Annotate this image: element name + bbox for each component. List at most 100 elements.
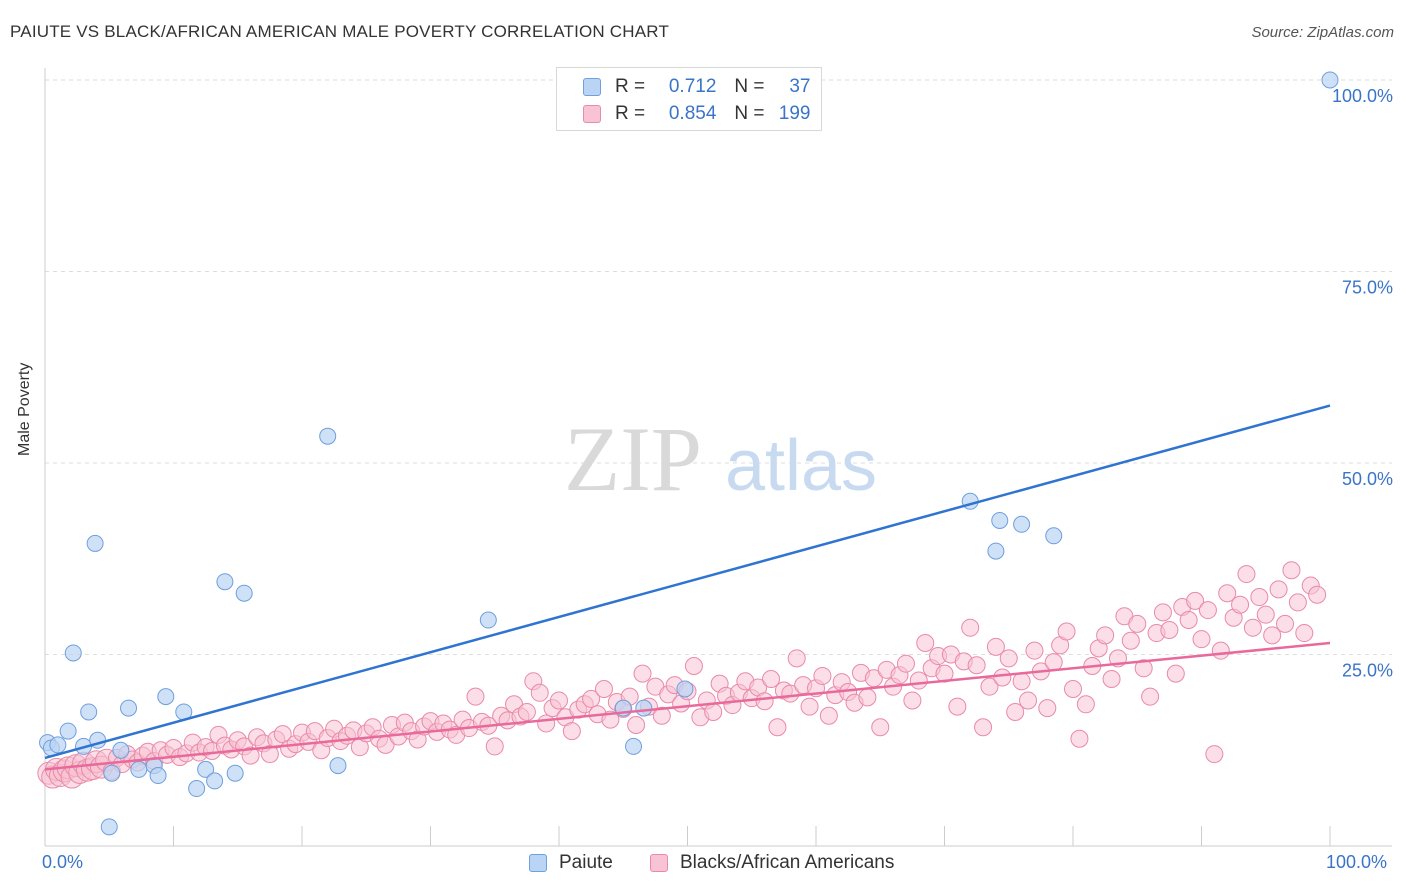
legend-r-value: 0.854	[668, 103, 717, 124]
data-point-paiute	[149, 767, 167, 785]
data-point-blacks	[999, 649, 1018, 668]
data-point-blacks	[1006, 702, 1025, 721]
y-tick-label: 75.0%	[1342, 278, 1393, 298]
data-point-blacks	[1295, 624, 1314, 643]
data-point-paiute	[64, 644, 82, 662]
data-point-blacks	[1250, 588, 1269, 607]
blacks-swatch	[650, 854, 668, 872]
data-point-blacks	[961, 618, 980, 637]
data-point-blacks	[1019, 691, 1038, 710]
legend-row-paiute: R = 0.712 N = 37	[583, 75, 811, 99]
series-blacks-african-americans	[37, 561, 1327, 789]
data-point-paiute	[329, 757, 347, 775]
data-point-blacks	[800, 697, 819, 716]
data-point-paiute	[1321, 71, 1339, 89]
data-point-blacks	[627, 715, 646, 734]
trend-line-paiute	[44, 404, 1331, 760]
data-point-blacks	[582, 689, 601, 708]
data-point-blacks	[550, 691, 568, 710]
data-point-blacks	[1134, 659, 1153, 678]
data-point-blacks	[1263, 626, 1282, 645]
data-point-blacks	[1205, 745, 1224, 764]
data-point-paiute	[49, 736, 67, 754]
correlation-legend: R = 0.712 N = 37 R = 0.854 N = 199	[556, 67, 822, 131]
data-point-blacks	[909, 671, 928, 690]
data-point-blacks	[1231, 595, 1250, 614]
data-point-paiute	[987, 542, 1005, 560]
data-point-blacks	[871, 718, 890, 737]
data-point-blacks	[633, 664, 652, 683]
data-point-paiute	[1013, 515, 1031, 533]
data-point-blacks	[916, 634, 935, 653]
trend-lines	[44, 404, 1331, 771]
data-point-blacks	[1121, 631, 1140, 650]
data-point-paiute	[120, 699, 138, 717]
data-point-blacks	[652, 706, 671, 725]
legend-n-label: N =	[734, 76, 765, 97]
data-point-blacks	[1288, 593, 1307, 612]
data-point-blacks	[1128, 614, 1147, 633]
axes	[44, 68, 1392, 847]
paiute-swatch	[529, 854, 547, 872]
data-point-blacks	[1218, 584, 1237, 603]
data-point-blacks	[466, 687, 485, 706]
data-point-blacks	[485, 737, 504, 756]
data-point-blacks	[813, 666, 832, 685]
data-point-blacks	[1044, 653, 1063, 672]
legend-n-label: N =	[734, 103, 765, 124]
data-point-blacks	[1211, 641, 1230, 660]
data-point-blacks	[517, 702, 536, 721]
data-point-paiute	[206, 772, 224, 790]
data-point-blacks	[1186, 591, 1205, 610]
data-point-blacks	[704, 702, 723, 721]
data-point-blacks	[1166, 664, 1185, 683]
data-point-paiute	[226, 764, 244, 782]
data-point-blacks	[986, 637, 1005, 656]
source-label: Source: ZipAtlas.com	[1251, 24, 1394, 41]
data-point-blacks	[974, 718, 993, 737]
data-point-blacks	[1179, 611, 1198, 630]
data-point-paiute	[59, 722, 77, 740]
data-point-paiute	[188, 780, 206, 798]
x-tick-label-min: 0.0%	[42, 852, 84, 872]
data-point-blacks	[1269, 580, 1288, 599]
data-point-blacks	[781, 684, 800, 703]
data-point-blacks	[819, 706, 838, 725]
data-point-blacks	[1070, 729, 1089, 748]
data-point-blacks	[1276, 614, 1295, 633]
data-point-paiute	[80, 703, 98, 721]
data-point-blacks	[1256, 605, 1275, 624]
data-point-blacks	[594, 679, 613, 698]
data-point-blacks	[948, 697, 967, 716]
watermark-atlas: atlas	[725, 426, 877, 506]
watermark-zip: ZIP	[564, 408, 702, 510]
legend-r-label: R =	[615, 103, 646, 124]
y-tick-labels: 25.0% 50.0% 75.0% 100.0%	[1332, 86, 1393, 681]
data-point-paiute	[86, 534, 104, 552]
data-point-blacks	[684, 656, 703, 675]
legend-n-value: 37	[789, 76, 811, 97]
blacks-swatch	[583, 105, 601, 123]
legend-r-value: 0.712	[668, 76, 717, 97]
data-point-blacks	[768, 718, 787, 737]
x-tick-label-max: 100.0%	[1326, 852, 1388, 872]
data-point-blacks	[1025, 641, 1044, 660]
data-point-paiute	[991, 511, 1009, 529]
data-point-blacks	[1282, 561, 1301, 580]
data-point-blacks	[1102, 670, 1121, 689]
y-tick-label: 100.0%	[1332, 86, 1393, 106]
bottom-legend-label: Paiute	[559, 852, 613, 873]
data-point-blacks	[1141, 687, 1160, 706]
legend-n-value: 199	[778, 103, 811, 124]
data-point-blacks	[1237, 565, 1256, 584]
data-point-paiute	[157, 688, 175, 706]
chart-title: PAIUTE VS BLACK/AFRICAN AMERICAN MALE PO…	[10, 22, 670, 41]
data-point-paiute	[103, 764, 121, 782]
y-tick-label: 25.0%	[1342, 661, 1393, 681]
data-point-paiute	[100, 818, 118, 836]
legend-r-label: R =	[615, 76, 646, 97]
data-point-blacks	[967, 656, 986, 675]
paiute-swatch	[583, 78, 601, 96]
series-paiute	[39, 71, 1339, 836]
